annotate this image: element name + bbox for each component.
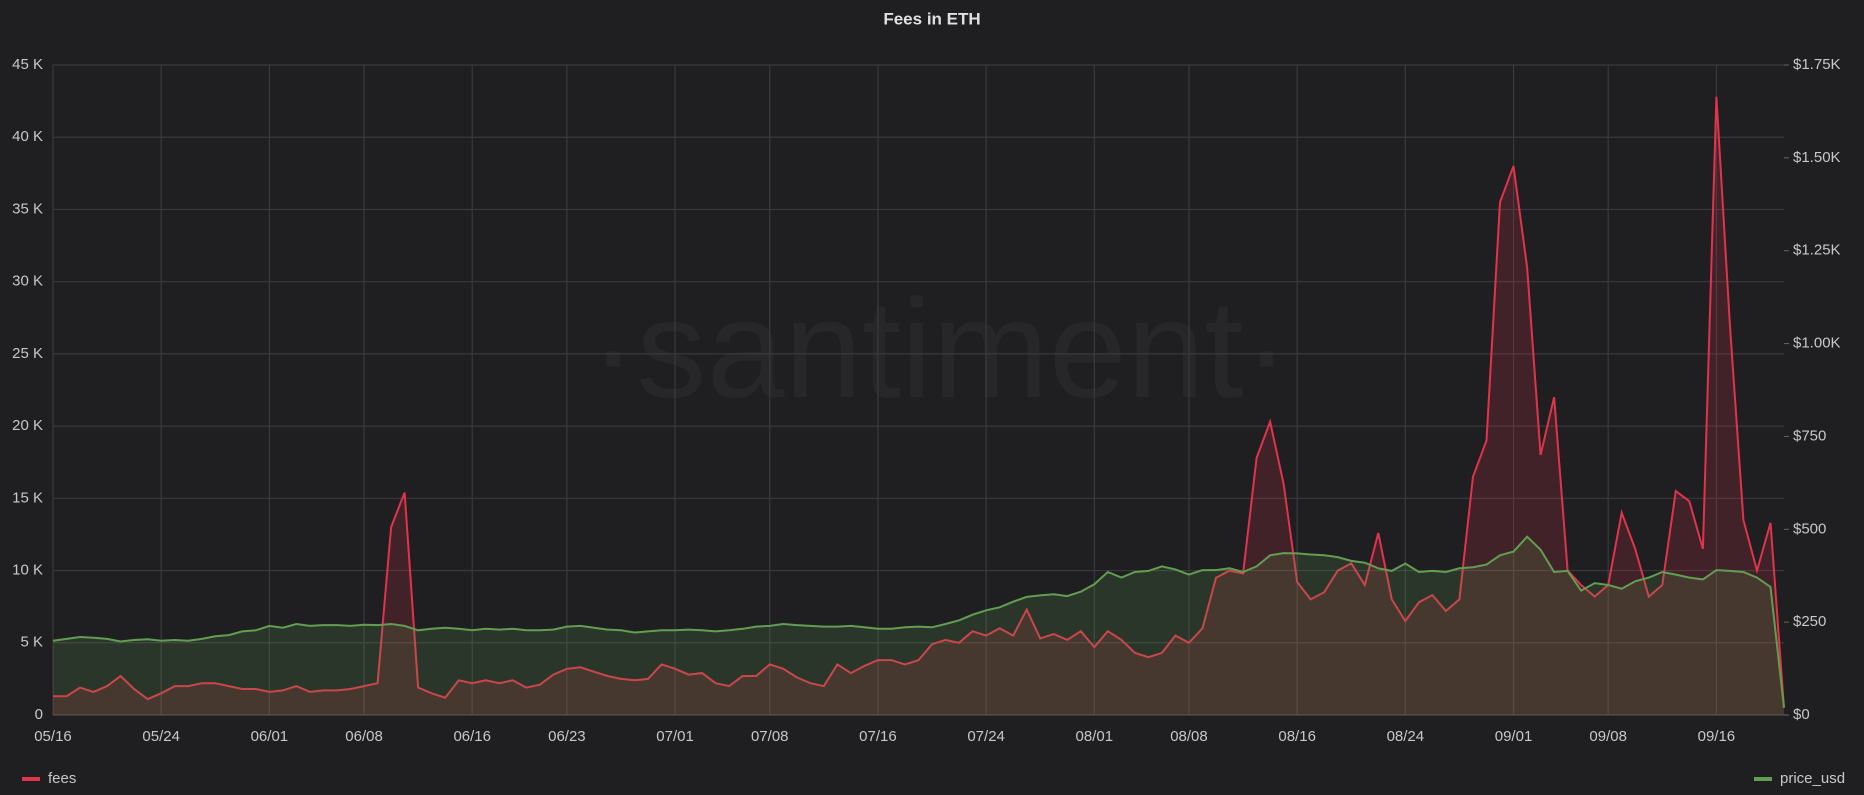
x-tick-label: 06/08	[345, 728, 383, 745]
y-tick-label: 10 K	[12, 562, 43, 579]
y2-tick-label: $750	[1793, 427, 1826, 444]
chart-title: Fees in ETH	[883, 9, 980, 28]
area	[53, 96, 1784, 716]
legend-swatch	[22, 777, 40, 781]
line	[52, 535, 1785, 708]
y-tick-label: 20 K	[12, 417, 43, 434]
x-tick-label: 09/08	[1589, 728, 1627, 745]
y2-tick-label: $1.25K	[1793, 242, 1841, 259]
x-tick-label: 05/16	[34, 728, 72, 745]
y-tick-label: 15 K	[12, 489, 43, 506]
y-tick-label: 0	[35, 706, 43, 723]
y2-tick-label: $1.00K	[1793, 335, 1841, 352]
x-tick-label: 05/24	[142, 728, 180, 745]
line	[53, 96, 1785, 708]
x-tick-label: 08/24	[1387, 728, 1425, 745]
y-tick-label: 40 K	[12, 128, 43, 145]
x-tick-label: 06/16	[453, 728, 491, 745]
y-tick-label: 5 K	[20, 634, 43, 651]
x-tick-label: 07/16	[859, 728, 897, 745]
x-tick-label: 08/08	[1170, 728, 1208, 745]
y-tick-label: 30 K	[12, 273, 43, 290]
y-tick-label: 45 K	[12, 56, 43, 73]
y2-tick-label: $1.50K	[1793, 149, 1841, 166]
x-tick-label: 09/01	[1495, 728, 1533, 745]
x-tick-label: 07/08	[751, 728, 789, 745]
y-tick-label: 25 K	[12, 345, 43, 362]
x-tick-label: 07/01	[656, 728, 694, 745]
legend-label: fees	[48, 770, 76, 787]
x-tick-label: 08/01	[1076, 728, 1114, 745]
x-tick-label: 06/01	[251, 728, 289, 745]
y-tick-label: 35 K	[12, 200, 43, 217]
x-tick-label: 07/24	[967, 728, 1005, 745]
x-tick-label: 09/16	[1698, 728, 1736, 745]
legend-swatch	[1754, 777, 1772, 781]
y2-tick-label: $1.75K	[1793, 56, 1841, 73]
legend-label: price_usd	[1780, 770, 1845, 787]
watermark: ·santiment·	[590, 270, 1290, 427]
x-tick-label: 08/16	[1278, 728, 1316, 745]
x-tick-label: 06/23	[548, 728, 586, 745]
y2-tick-label: $0	[1793, 706, 1810, 723]
y2-tick-label: $500	[1793, 520, 1826, 537]
area	[53, 536, 1784, 715]
y2-tick-label: $250	[1793, 613, 1826, 630]
